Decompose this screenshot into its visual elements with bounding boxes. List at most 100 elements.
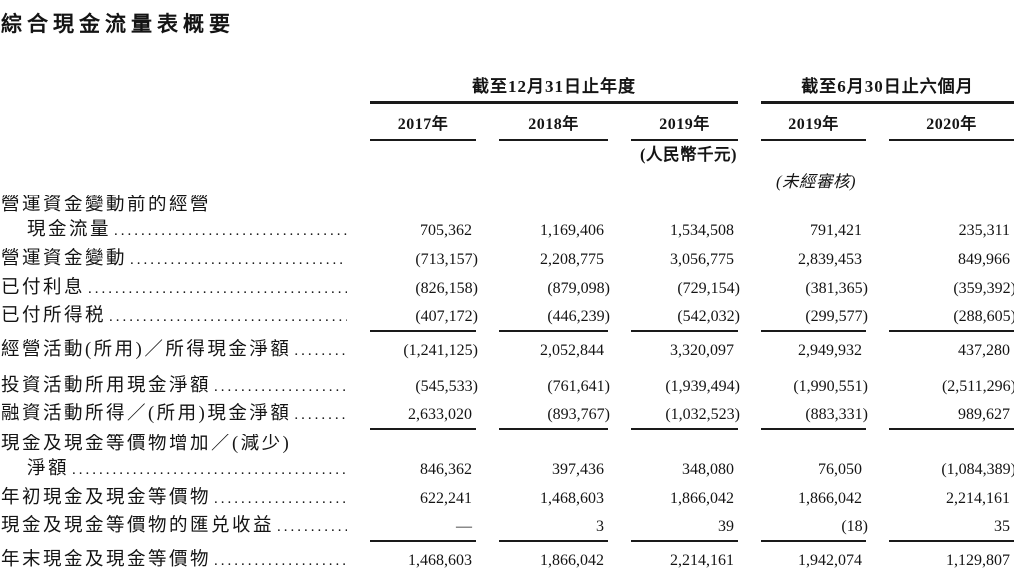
value-text: (2,511,296) — [941, 378, 1014, 395]
value-text: 791,421 — [810, 222, 862, 239]
value-cell: 39 — [631, 513, 738, 542]
value-cell: 2,214,161 — [631, 546, 738, 575]
row-label-text: 營運資金變動前的經營 — [1, 195, 212, 215]
value-cell: 705,362 — [370, 216, 476, 245]
audit-note: (未經審核) — [776, 172, 856, 191]
value-cell: (883,331) — [761, 401, 868, 430]
value-text: (893,767) — [547, 406, 610, 423]
value-cell: 791,421 — [761, 216, 866, 245]
value-cell: (761,641) — [499, 372, 610, 401]
table-body: 營運資金變動前的經營現金流量..........................… — [1, 195, 1014, 575]
value-text: (729,154) — [677, 280, 740, 297]
value-text: 2,214,161 — [946, 490, 1010, 507]
value-text: (826,158) — [415, 280, 478, 297]
value-text: (359,392) — [953, 280, 1014, 297]
row-label: 現金及現金等價物的匯兑收益...........................… — [1, 513, 347, 541]
row-label-text: 現金流量 — [27, 220, 112, 240]
value-text: 348,080 — [682, 461, 734, 478]
table-row: 投資活動所用現金淨額..............................… — [1, 372, 1014, 401]
value-cell: (1,990,551) — [761, 372, 868, 401]
value-cell: (826,158) — [370, 274, 478, 303]
value-cell: 1,534,508 — [631, 216, 738, 245]
row-label: 投資活動所用現金淨額..............................… — [1, 372, 347, 402]
value-cell: (446,239) — [499, 303, 610, 332]
value-text: 3,056,775 — [670, 251, 734, 268]
table-row: 年初現金及現金等價物..............................… — [1, 484, 1014, 513]
value-text: 1,866,042 — [798, 490, 862, 507]
value-text: 3 — [596, 518, 604, 535]
value-cell: 2,052,844 — [499, 336, 608, 365]
value-cell: 2,949,932 — [761, 336, 866, 365]
row-label: 融資活動所得／(所用)現金淨額.........................… — [1, 401, 347, 429]
value-cell: (1,032,523) — [631, 401, 740, 430]
value-cell: 35 — [889, 513, 1014, 542]
year-header-row: 2017年 2018年 2019年 2019年 2020年 — [1, 104, 1014, 141]
table-row: 已付所得税...................................… — [1, 303, 1014, 336]
table-row: 營運資金變動..................................… — [1, 245, 1014, 274]
value-cell: 1,942,074 — [761, 546, 866, 575]
value-text: 1,534,508 — [670, 222, 734, 239]
dot-leader: ........................................… — [88, 281, 347, 297]
row-label: 經營活動(所用)／所得現金淨額.........................… — [1, 336, 347, 366]
value-cell: 2,839,453 — [761, 245, 866, 274]
table-row: 營運資金變動前的經營 — [1, 195, 1014, 216]
value-cell: (407,172) — [370, 303, 478, 332]
value-text: 2,839,453 — [798, 251, 862, 268]
value-cell: (713,157) — [370, 245, 478, 274]
value-text: (545,533) — [415, 378, 478, 395]
row-label: 現金及現金等價物增加／(減少) — [1, 434, 347, 455]
value-cell: 76,050 — [761, 455, 866, 484]
value-text: (713,157) — [415, 251, 478, 268]
row-label-text: 年末現金及現金等價物 — [1, 550, 212, 570]
value-text: 622,241 — [420, 490, 472, 507]
value-text: 1,468,603 — [408, 552, 472, 569]
dot-leader: ........................................… — [214, 491, 347, 507]
table-row: 融資活動所得／(所用)現金淨額.........................… — [1, 401, 1014, 434]
row-label: 營運資金變動前的經營 — [1, 195, 347, 216]
value-cell: 2,208,775 — [499, 245, 608, 274]
table-row: 經營活動(所用)／所得現金淨額.........................… — [1, 336, 1014, 365]
value-cell: (545,533) — [370, 372, 478, 401]
value-cell: (1,939,494) — [631, 372, 740, 401]
value-cell: 1,866,042 — [761, 484, 866, 513]
value-text: 2,949,932 — [798, 342, 862, 359]
value-text: 705,362 — [420, 222, 472, 239]
column-header-2020: 2020年 — [889, 104, 1014, 141]
value-text: 235,311 — [958, 222, 1010, 239]
table-row: 年末現金及現金等價物..............................… — [1, 546, 1014, 575]
dot-leader: ........................................… — [114, 223, 347, 239]
value-text: 35 — [994, 518, 1010, 535]
value-text: 846,362 — [420, 461, 472, 478]
value-text: 76,050 — [818, 461, 862, 478]
value-cell: (359,392) — [889, 274, 1014, 303]
dot-leader: ........................................… — [277, 519, 347, 535]
value-cell: 849,966 — [889, 245, 1014, 274]
value-text: (407,172) — [415, 308, 478, 325]
value-text: 1,468,603 — [540, 490, 604, 507]
column-group-interim: 截至6月30日止六個月 — [761, 72, 1014, 104]
value-text: (18) — [841, 518, 868, 535]
value-text: (1,990,551) — [793, 378, 868, 395]
value-text: (542,032) — [677, 308, 740, 325]
value-cell: (542,032) — [631, 303, 740, 332]
column-group-row: 截至12月31日止年度 截至6月30日止六個月 — [1, 72, 1014, 104]
table-row: 淨額......................................… — [1, 455, 1014, 484]
column-header-2018: 2018年 — [499, 104, 608, 141]
table-row: 已付利息....................................… — [1, 274, 1014, 303]
dot-leader: ........................................… — [294, 407, 347, 423]
value-text: 1,866,042 — [540, 552, 604, 569]
row-label-text: 已付利息 — [1, 278, 86, 298]
audit-note-row: (未經審核) — [1, 168, 1014, 195]
value-cell: 437,280 — [889, 336, 1014, 365]
value-cell: 622,241 — [370, 484, 476, 513]
value-cell: (879,098) — [499, 274, 610, 303]
value-text: (761,641) — [547, 378, 610, 395]
value-cell: 846,362 — [370, 455, 476, 484]
value-text: (1,032,523) — [665, 406, 740, 423]
value-text: (1,939,494) — [665, 378, 740, 395]
unit-note: (人民幣千元) — [640, 145, 737, 164]
label-column-spacer — [1, 104, 347, 141]
value-cell: 235,311 — [889, 216, 1014, 245]
value-text: (1,241,125) — [403, 342, 478, 359]
row-label-text: 已付所得税 — [1, 306, 107, 326]
